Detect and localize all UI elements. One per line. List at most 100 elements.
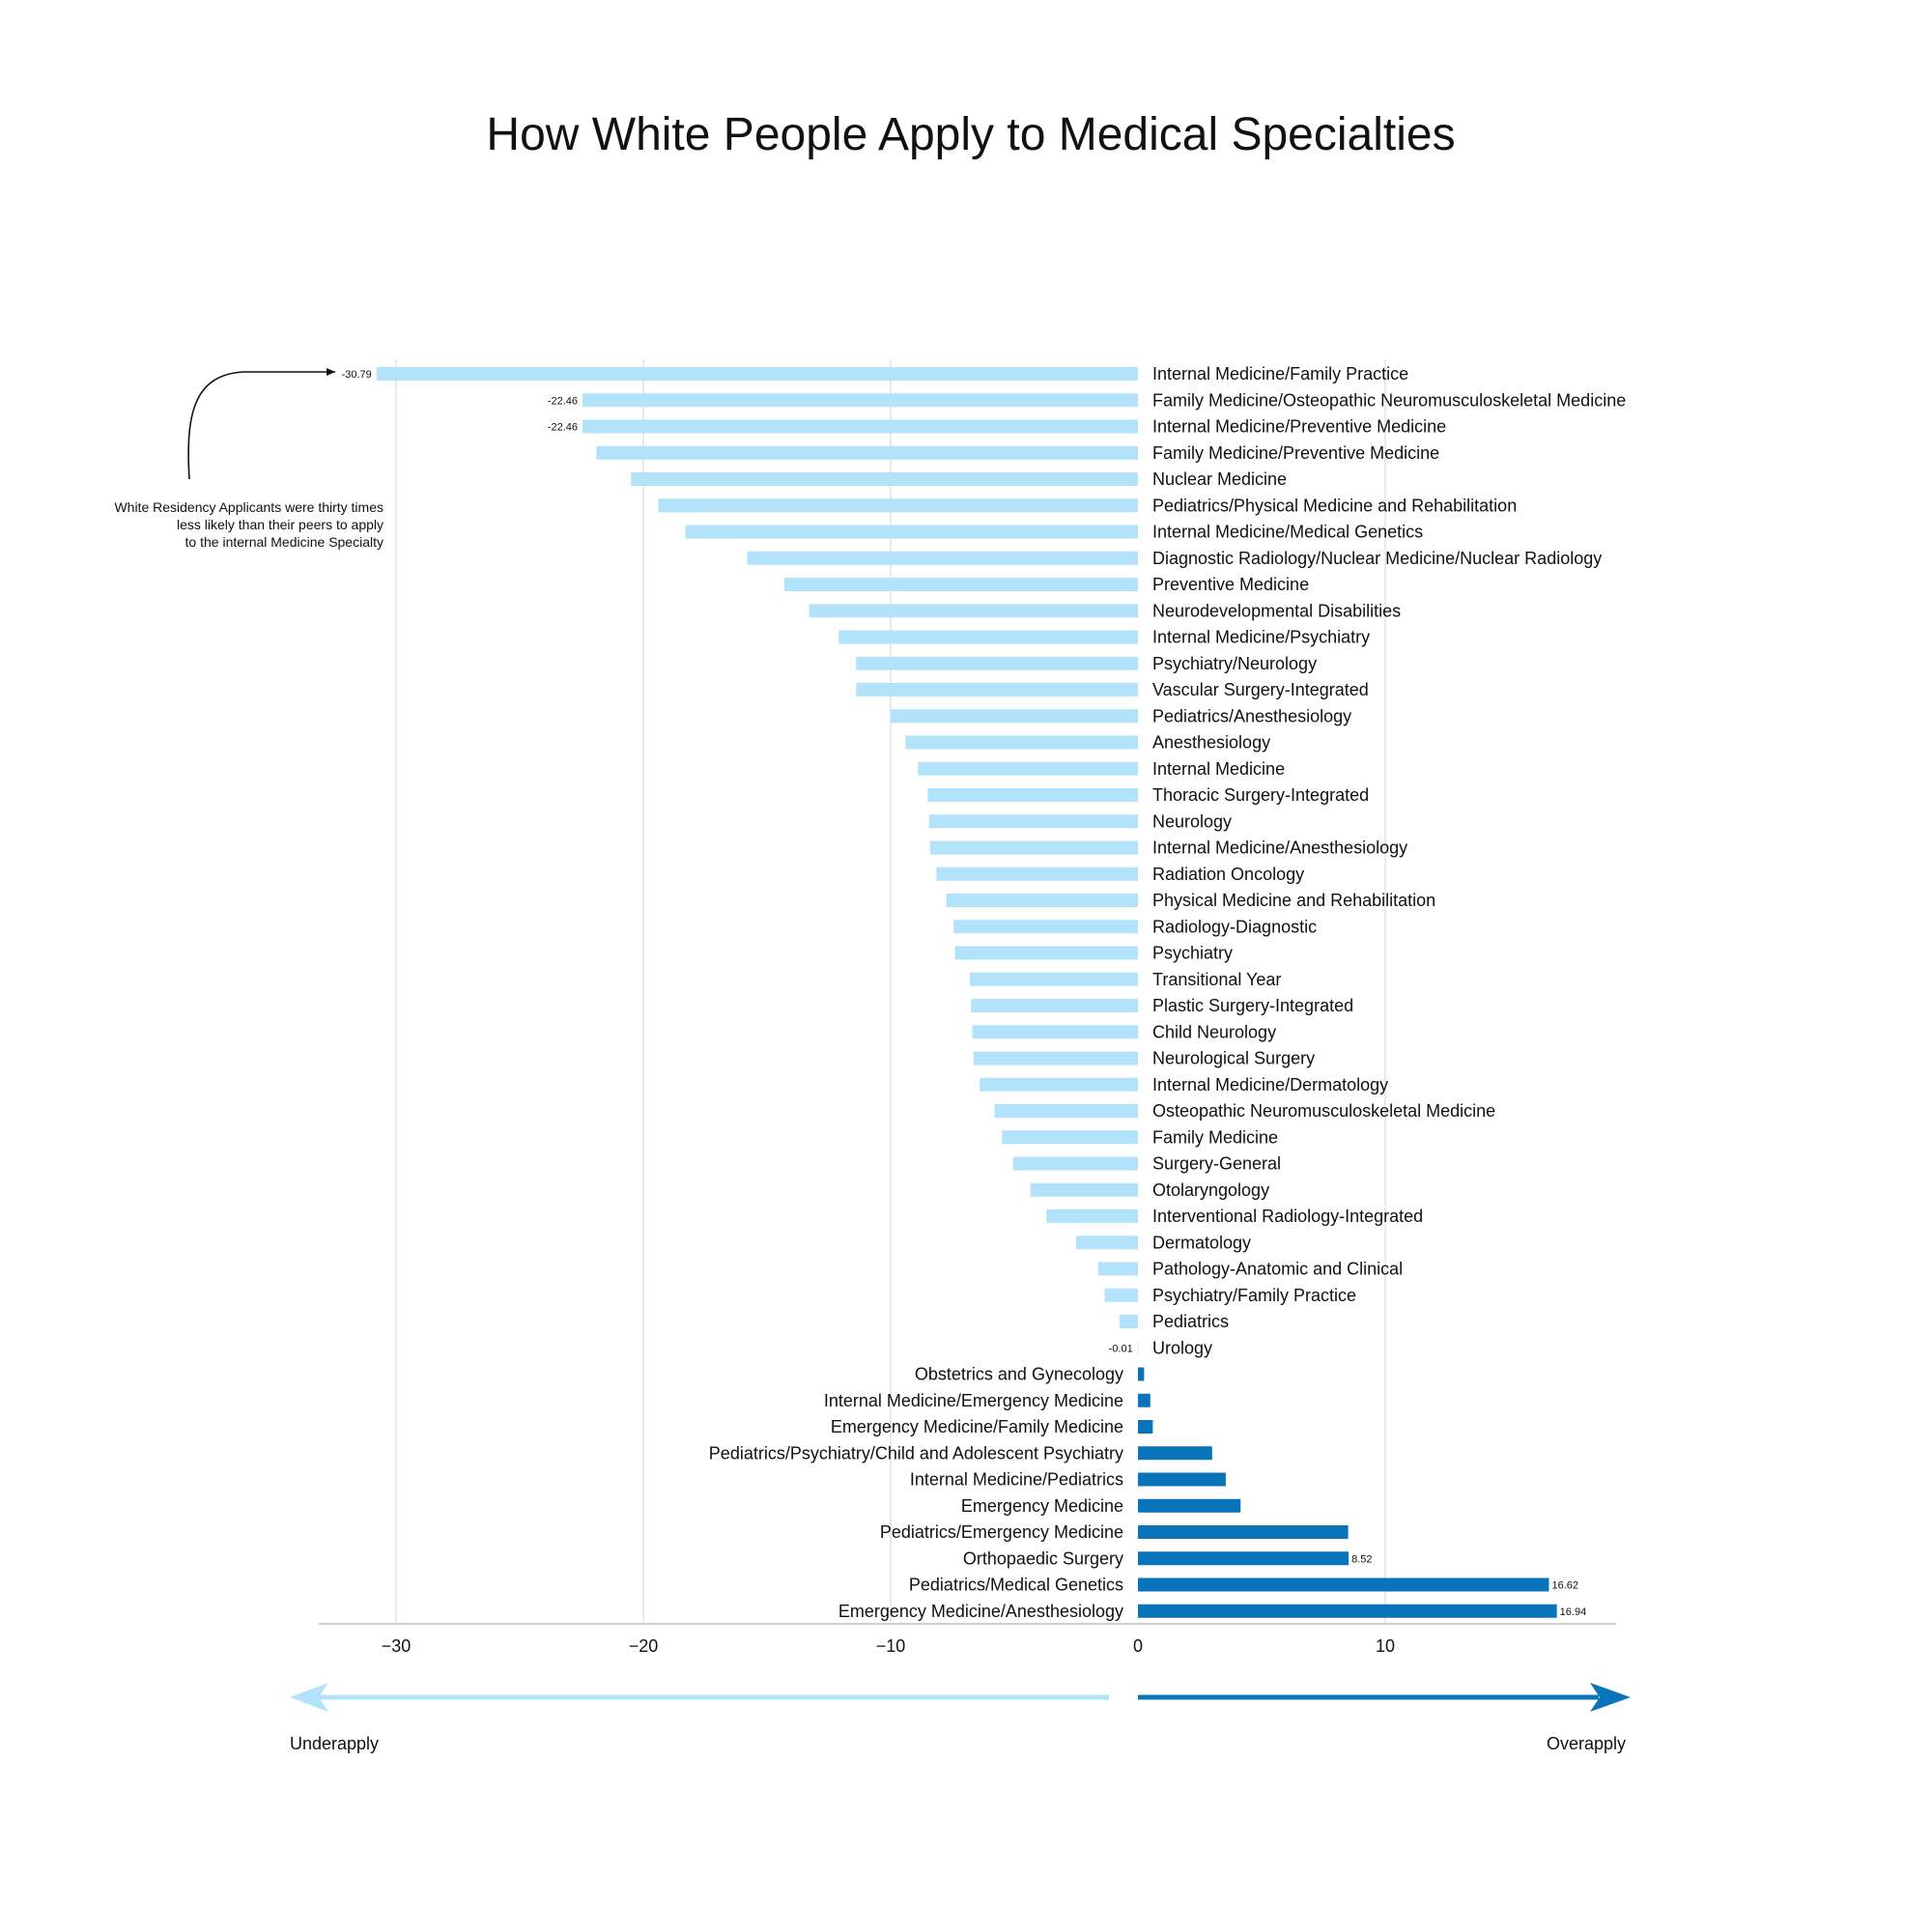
- category-label: Internal Medicine/Psychiatry: [1152, 628, 1370, 647]
- category-label: Emergency Medicine: [961, 1496, 1123, 1516]
- category-label: Vascular Surgery-Integrated: [1152, 680, 1369, 699]
- category-label: Radiation Oncology: [1152, 865, 1304, 884]
- category-label: Emergency Medicine/Anesthesiology: [838, 1602, 1123, 1621]
- x-axis: −30 −20 −10 0 10: [319, 1623, 1616, 1656]
- bar: [971, 999, 1138, 1012]
- category-label: Internal Medicine/Preventive Medicine: [1152, 417, 1446, 437]
- category-label: Plastic Surgery-Integrated: [1152, 996, 1353, 1015]
- bar: [856, 683, 1138, 696]
- category-label: Internal Medicine/Family Practice: [1152, 364, 1408, 384]
- bar: [1138, 1420, 1153, 1434]
- bar: [1046, 1209, 1138, 1223]
- category-label: Otolaryngology: [1152, 1180, 1269, 1200]
- overapply-label: Overapply: [1547, 1734, 1626, 1753]
- bar: [1138, 1498, 1241, 1513]
- bar: [838, 630, 1138, 644]
- bar: [1012, 1156, 1138, 1171]
- category-label: Pediatrics/Physical Medicine and Rehabil…: [1152, 496, 1517, 515]
- bar: [1076, 1236, 1138, 1250]
- category-label: Internal Medicine/Pediatrics: [910, 1470, 1123, 1490]
- category-label: Pediatrics/Medical Genetics: [909, 1576, 1123, 1595]
- bar: [1138, 1367, 1145, 1381]
- bars: [376, 367, 1557, 1618]
- category-label: Internal Medicine/Emergency Medicine: [824, 1391, 1123, 1410]
- bar: [927, 788, 1138, 802]
- bar: [1002, 1130, 1138, 1145]
- annotation-line: to the internal Medicine Specialty: [185, 534, 384, 550]
- bar: [1030, 1182, 1138, 1197]
- bar: [969, 972, 1138, 986]
- category-label: Interventional Radiology-Integrated: [1152, 1207, 1423, 1226]
- x-tick-label: 0: [1133, 1636, 1143, 1656]
- data-label: 16.94: [1560, 1606, 1587, 1618]
- data-labels: -30.79 -22.46 -22.46 -0.01 8.52 16.62 16.94: [342, 369, 1587, 1618]
- bar: [1098, 1262, 1138, 1276]
- x-tick-label: 10: [1376, 1636, 1395, 1656]
- bar: [980, 1077, 1138, 1092]
- bar: [1138, 1393, 1151, 1407]
- bar: [972, 1025, 1138, 1039]
- bar: [973, 1051, 1138, 1065]
- category-label: Obstetrics and Gynecology: [915, 1365, 1123, 1384]
- bar: [582, 393, 1138, 408]
- bar: [1138, 1604, 1557, 1618]
- data-label: 8.52: [1351, 1553, 1372, 1565]
- category-label: Child Neurology: [1152, 1022, 1276, 1041]
- bar: [856, 656, 1138, 670]
- bar: [1119, 1315, 1138, 1328]
- bar: [946, 894, 1138, 907]
- category-label: Psychiatry/Family Practice: [1152, 1286, 1356, 1305]
- x-tick-label: −10: [876, 1636, 906, 1656]
- bar: [891, 709, 1138, 724]
- category-label: Neurology: [1152, 811, 1232, 831]
- category-label: Diagnostic Radiology/Nuclear Medicine/Nu…: [1152, 549, 1602, 568]
- bar: [929, 840, 1138, 855]
- category-label: Pediatrics/Psychiatry/Child and Adolesce…: [709, 1443, 1123, 1463]
- category-label: Emergency Medicine/Family Medicine: [831, 1417, 1123, 1436]
- bar: [994, 1104, 1138, 1118]
- category-label: Surgery-General: [1152, 1154, 1281, 1174]
- bar: [1138, 1577, 1549, 1592]
- underapply-arrowhead-icon: [290, 1683, 328, 1712]
- bar: [936, 867, 1138, 881]
- annotation: White Residency Applicants were thirty t…: [114, 368, 384, 550]
- bar: [1138, 1446, 1212, 1461]
- category-label: Physical Medicine and Rehabilitation: [1152, 891, 1435, 910]
- direction-indicator: Underapply Overapply: [290, 1683, 1631, 1753]
- category-label: Neurodevelopmental Disabilities: [1152, 601, 1401, 620]
- overapply-arrowhead-icon: [1590, 1683, 1631, 1712]
- category-label: Pathology-Anatomic and Clinical: [1152, 1260, 1403, 1279]
- data-label: -30.79: [342, 369, 372, 381]
- bar: [631, 472, 1138, 486]
- category-labels: Internal Medicine/Family Practice Family …: [709, 364, 1626, 1621]
- data-label: 16.62: [1551, 1580, 1578, 1592]
- bar: [928, 814, 1138, 829]
- bar: [582, 419, 1138, 434]
- category-label: Radiology-Diagnostic: [1152, 917, 1317, 936]
- category-label: Nuclear Medicine: [1152, 469, 1287, 489]
- data-label: -22.46: [548, 422, 578, 434]
- bar: [747, 551, 1138, 565]
- category-label: Internal Medicine/Anesthesiology: [1152, 838, 1407, 858]
- data-label: -0.01: [1109, 1343, 1133, 1354]
- category-label: Neurological Surgery: [1152, 1049, 1315, 1068]
- bar: [953, 920, 1138, 934]
- category-label: Orthopaedic Surgery: [963, 1548, 1123, 1568]
- category-label: Dermatology: [1152, 1233, 1251, 1252]
- category-label: Family Medicine/Preventive Medicine: [1152, 443, 1439, 463]
- category-label: Preventive Medicine: [1152, 575, 1309, 594]
- category-label: Osteopathic Neuromusculoskeletal Medicin…: [1152, 1101, 1495, 1121]
- gridlines: [395, 359, 1386, 1624]
- underapply-label: Underapply: [290, 1734, 379, 1753]
- category-label: Urology: [1152, 1338, 1212, 1357]
- bar: [1138, 1472, 1226, 1487]
- x-tick-label: −20: [629, 1636, 659, 1656]
- annotation-line: White Residency Applicants were thirty t…: [114, 499, 384, 515]
- category-label: Pediatrics/Anesthesiology: [1152, 706, 1351, 725]
- bar: [1138, 1525, 1349, 1539]
- category-label: Psychiatry: [1152, 944, 1233, 963]
- bar: [809, 604, 1138, 618]
- category-label: Pediatrics: [1152, 1312, 1229, 1331]
- annotation-line: less likely than their peers to apply: [177, 517, 384, 532]
